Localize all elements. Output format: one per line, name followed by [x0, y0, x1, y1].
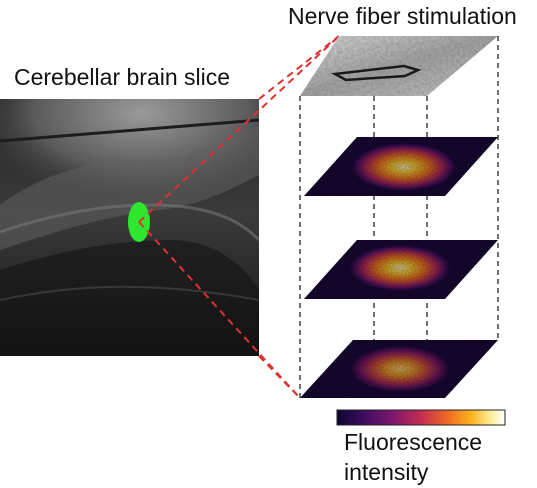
- colorbar-label-line1: Fluorescence: [344, 429, 483, 455]
- brain-slice-image: [0, 99, 259, 356]
- brightfield-layer: [300, 36, 498, 96]
- colorbar-label-line2: intensity: [344, 459, 429, 485]
- projection-lines: [138, 35, 340, 399]
- fluorescence-layer-1: [304, 137, 498, 196]
- colorbar-label: Fluorescence intensity: [344, 427, 482, 487]
- electrode-shape: [330, 64, 422, 82]
- fluorescence-layer-3: [300, 340, 498, 398]
- colorbar: [336, 409, 506, 426]
- stimulation-title: Nerve fiber stimulation: [288, 3, 517, 29]
- slice-title: Cerebellar brain slice: [14, 64, 231, 90]
- stack-guide-lines: [299, 36, 499, 398]
- fluorescence-layer-2: [304, 240, 498, 299]
